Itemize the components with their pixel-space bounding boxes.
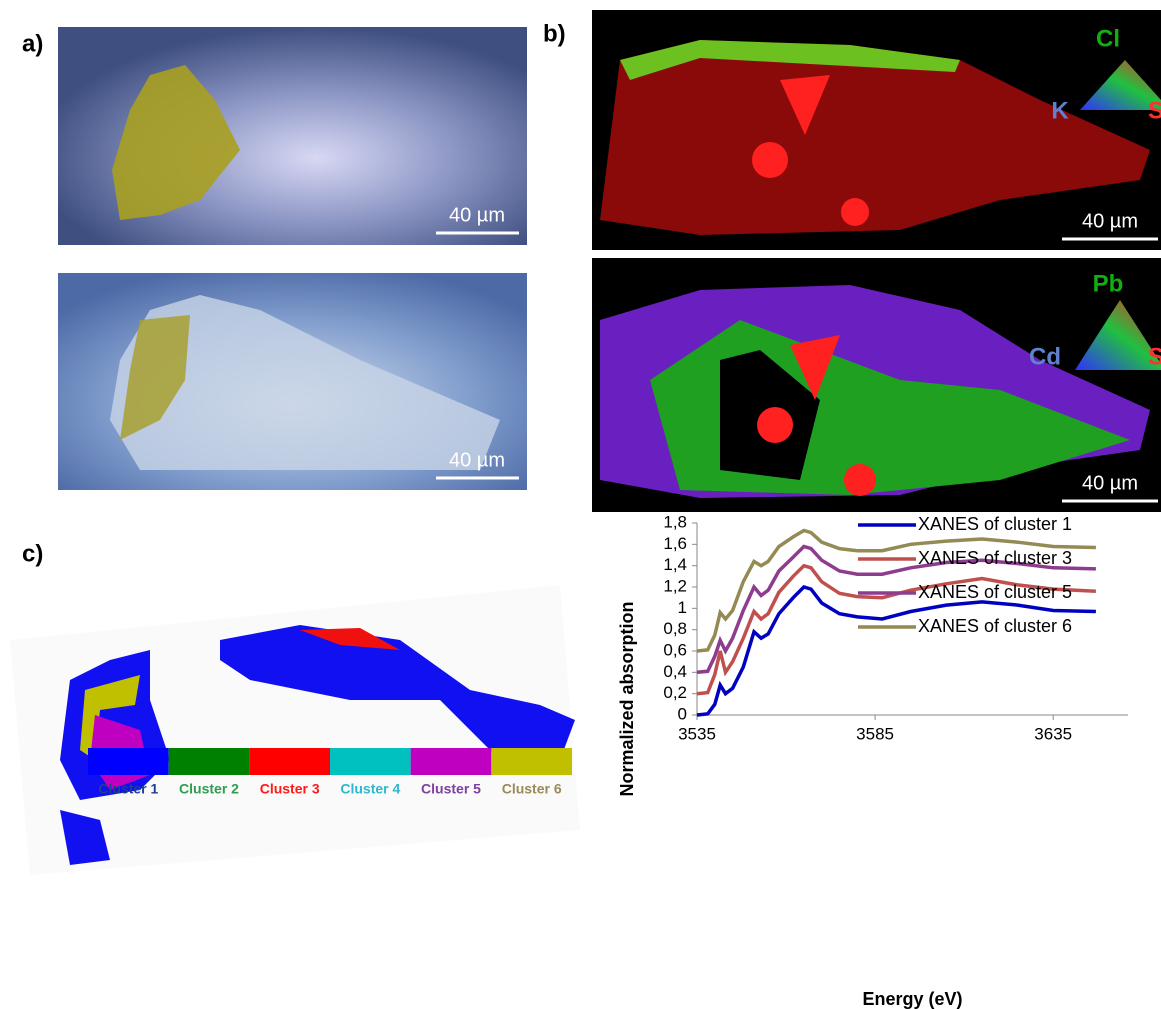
x-tick-label: 3585 <box>856 724 894 743</box>
cluster-map <box>10 585 580 875</box>
y-tick-label: 0,2 <box>663 683 687 702</box>
cluster-label: Cluster 2 <box>179 781 239 797</box>
sample-region <box>620 40 960 80</box>
series-line <box>696 563 1096 696</box>
y-tick-label: 1 <box>678 598 687 617</box>
legend-label: XANES of cluster 6 <box>918 616 1072 636</box>
cluster-region <box>220 625 575 760</box>
cluster-label: Cluster 3 <box>260 781 320 797</box>
element-label: S <box>1148 97 1161 124</box>
scale-label: 40 µm <box>449 449 505 471</box>
panel-label: c) <box>22 540 43 567</box>
sample-region <box>600 40 1150 235</box>
hotspot <box>790 335 840 400</box>
hotspot <box>757 407 793 443</box>
element-label: Cd <box>1029 343 1061 370</box>
series-line <box>696 544 1096 675</box>
sample-region <box>110 295 500 470</box>
rgb-triangle <box>1080 60 1161 110</box>
series-line <box>696 585 1096 717</box>
colorbar-segment <box>330 748 411 775</box>
scale-label: 40 µm <box>1082 472 1138 494</box>
hotspot <box>841 198 869 226</box>
cluster-region <box>60 810 110 865</box>
cluster-label: Cluster 5 <box>421 781 481 797</box>
panel-label: b) <box>543 20 566 47</box>
y-tick-label: 1,8 <box>663 512 687 531</box>
y-axis-title: Normalized absorption <box>617 601 637 796</box>
colorbar-segment <box>168 748 250 775</box>
legend-label: XANES of cluster 3 <box>918 548 1072 568</box>
legend-label: XANES of cluster 1 <box>918 514 1072 534</box>
y-tick-label: 0,4 <box>663 662 687 681</box>
element-label: S <box>1148 343 1161 370</box>
sample-region <box>120 315 190 440</box>
colorbar-segment <box>88 748 169 775</box>
element-label: Cl <box>1096 25 1120 52</box>
series-line <box>696 528 1096 653</box>
element-label: K <box>1051 97 1069 124</box>
y-tick-label: 1,2 <box>663 576 687 595</box>
hotspot <box>844 464 876 496</box>
hotspot <box>752 142 788 178</box>
cluster-label: Cluster 4 <box>340 781 400 797</box>
cluster-region <box>300 628 400 650</box>
scale-label: 40 µm <box>449 204 505 226</box>
x-axis-title: Energy (eV) <box>862 989 962 1009</box>
y-tick-label: 1,6 <box>663 534 687 553</box>
y-tick-label: 0 <box>678 704 687 723</box>
sample-region <box>112 65 240 220</box>
panel-label: a) <box>22 30 43 57</box>
y-tick-label: 0,6 <box>663 640 687 659</box>
rgb-triangle <box>1075 300 1161 370</box>
x-tick-label: 3635 <box>1034 724 1072 743</box>
cluster-label: Cluster 1 <box>98 781 158 797</box>
y-tick-label: 0,8 <box>663 619 687 638</box>
colorbar-segment <box>249 748 330 775</box>
x-tick-label: 3535 <box>678 724 716 743</box>
scale-label: 40 µm <box>1082 210 1138 232</box>
legend-label: XANES of cluster 5 <box>918 582 1072 602</box>
hotspot <box>780 75 830 135</box>
colorbar-segment <box>491 748 572 775</box>
cluster-label: Cluster 6 <box>502 781 562 797</box>
element-label: Pb <box>1093 270 1124 297</box>
colorbar-segment <box>410 748 492 775</box>
y-tick-label: 1,4 <box>663 555 687 574</box>
